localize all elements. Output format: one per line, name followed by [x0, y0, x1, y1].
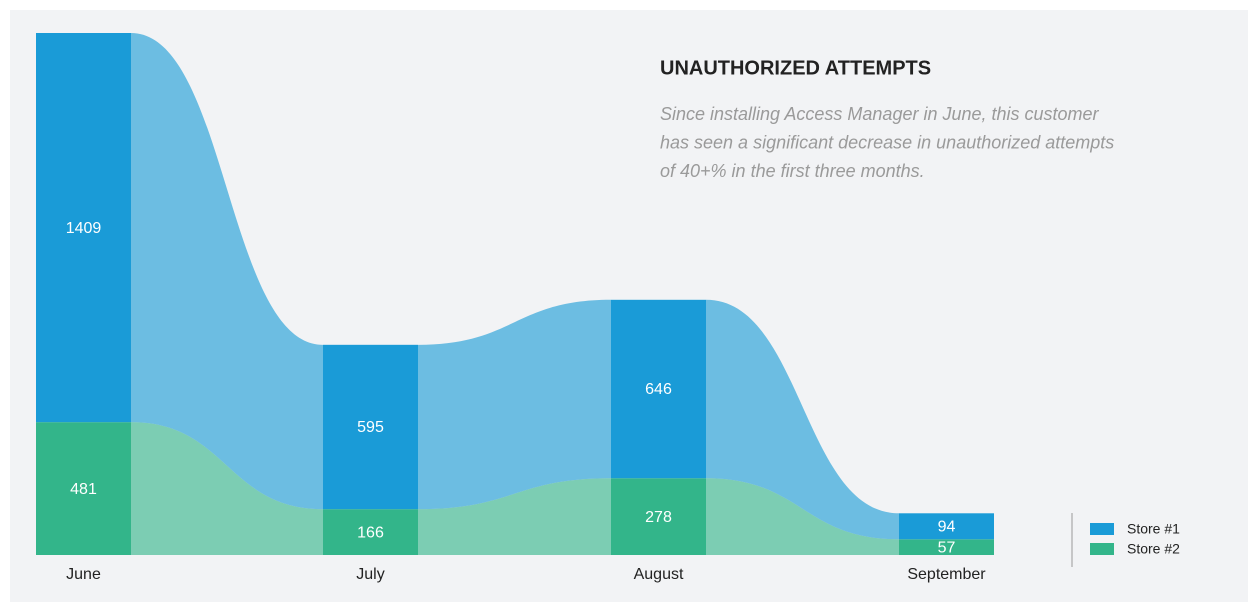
- chart-title: UNAUTHORIZED ATTEMPTS: [660, 57, 931, 79]
- x-tick-label: September: [907, 566, 986, 583]
- flow: [706, 478, 899, 555]
- value-label: 481: [70, 481, 97, 498]
- value-label: 646: [645, 381, 672, 398]
- legend-swatch: [1090, 543, 1114, 555]
- bar: [36, 33, 131, 423]
- value-label: 1409: [66, 220, 102, 237]
- x-tick-label: July: [356, 566, 384, 583]
- flow: [131, 33, 323, 510]
- value-label: 94: [938, 518, 956, 535]
- flow: [706, 299, 899, 540]
- value-label: 595: [357, 419, 384, 436]
- flow: [131, 422, 323, 555]
- legend-label: Store #2: [1127, 541, 1180, 557]
- bar: [899, 513, 994, 540]
- x-tick-label: June: [66, 566, 101, 583]
- bar: [611, 299, 706, 479]
- legend-label: Store #1: [1127, 521, 1180, 537]
- value-label: 57: [938, 539, 956, 556]
- legend-swatch: [1090, 523, 1114, 535]
- x-tick-label: August: [634, 566, 684, 583]
- flow: [418, 478, 611, 555]
- subtitle: of 40+% in the first three months.: [660, 161, 925, 181]
- value-label: 278: [645, 509, 672, 526]
- bar: [323, 344, 418, 510]
- bar: [611, 478, 706, 555]
- subtitle: has seen a significant decrease in unaut…: [660, 132, 1114, 152]
- flow: [418, 299, 611, 510]
- bar: [323, 509, 418, 555]
- bar: [36, 422, 131, 555]
- bar: [899, 539, 994, 555]
- subtitle: Since installing Access Manager in June,…: [660, 104, 1100, 124]
- value-label: 166: [357, 524, 384, 541]
